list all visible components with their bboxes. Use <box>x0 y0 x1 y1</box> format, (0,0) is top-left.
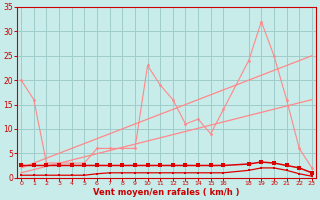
X-axis label: Vent moyen/en rafales ( km/h ): Vent moyen/en rafales ( km/h ) <box>93 188 240 197</box>
